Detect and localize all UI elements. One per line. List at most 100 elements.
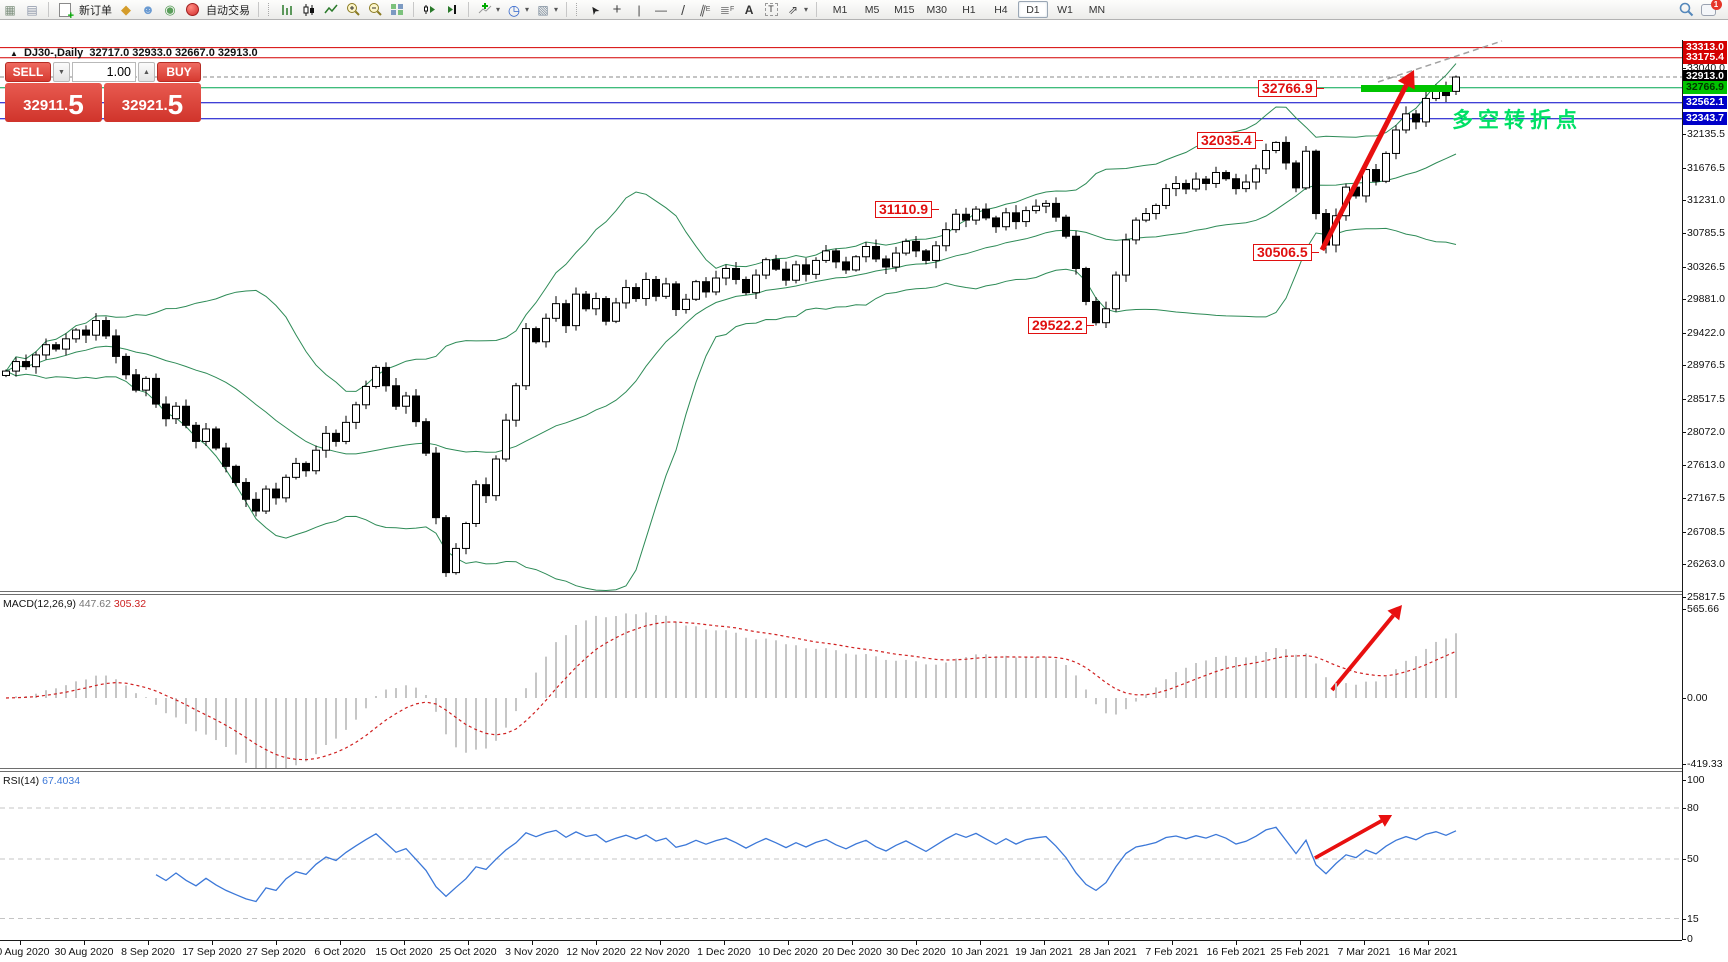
date-axis[interactable]: 20 Aug 2020 30 Aug 2020 8 Sep 2020 17 Sep 2… <box>0 940 1682 962</box>
date-tick <box>1044 941 1045 945</box>
channel-tool-icon[interactable]: ∥ E <box>697 1 711 18</box>
date-tick <box>1364 941 1365 945</box>
rsi-canvas[interactable] <box>0 772 1682 940</box>
timeframe-button-m15[interactable]: M15 <box>894 3 915 16</box>
axis-tick <box>1683 399 1686 400</box>
brush-icon[interactable]: ◆ <box>121 1 131 17</box>
search-icon[interactable] <box>1678 2 1694 18</box>
panel-separator[interactable] <box>0 771 1682 772</box>
sell-price[interactable]: 32911. 5 <box>5 83 102 122</box>
price-line-badge: 32766.9 <box>1683 81 1727 94</box>
bar-chart-icon[interactable] <box>279 2 295 18</box>
macd-axis-label: -419.33 <box>1687 758 1723 770</box>
zoom-in-icon[interactable] <box>345 2 361 18</box>
date-label: 12 Nov 2020 <box>566 946 626 958</box>
timeframe-button-mn[interactable]: MN <box>1088 3 1106 16</box>
date-tick <box>340 941 341 945</box>
buy-button[interactable]: BUY <box>157 62 201 82</box>
autotrade-icon[interactable] <box>184 2 200 18</box>
timeframe-button-m5[interactable]: M5 <box>864 3 880 16</box>
date-tick <box>404 941 405 945</box>
timeframe-clock-icon[interactable]: ◷ <box>507 1 521 18</box>
date-tick <box>852 941 853 945</box>
date-label: 25 Oct 2020 <box>439 946 497 958</box>
sell-button[interactable]: SELL <box>5 62 51 82</box>
crosshair-icon[interactable]: + <box>612 0 622 18</box>
volume-up-button[interactable]: ▲ <box>138 62 155 82</box>
date-tick <box>84 941 85 945</box>
volume-down-button[interactable]: ▼ <box>53 62 70 82</box>
panel-separator[interactable] <box>0 594 1682 595</box>
chart-shift-icon[interactable] <box>444 2 460 18</box>
shapes-tool-icon[interactable]: ⇗ <box>788 2 799 17</box>
date-label: 22 Nov 2020 <box>630 946 690 958</box>
zoom-out-icon[interactable] <box>367 2 383 18</box>
add-indicator-caret[interactable]: ▾ <box>496 5 501 14</box>
autoscroll-icon[interactable] <box>422 2 438 18</box>
date-tick <box>788 941 789 945</box>
vertical-line-tool-icon[interactable]: | <box>637 2 641 17</box>
trendline-tool-icon[interactable]: / <box>681 1 685 18</box>
panel-separator[interactable] <box>0 591 1682 592</box>
date-tick <box>596 941 597 945</box>
collapse-arrow-icon[interactable]: ▲ <box>10 49 18 58</box>
main-toolbar: ▦ ▤ + 新订单 ◆ ☻ ◉ 自动交易 ▾ ◷ ▾ <box>0 0 1728 21</box>
timeframe-button-h4[interactable]: H4 <box>994 3 1008 16</box>
add-indicator-icon[interactable] <box>477 2 493 18</box>
axis-tick-label: 31676.5 <box>1687 162 1725 174</box>
axis-tick <box>1683 267 1686 268</box>
charts-window-icon[interactable]: ▦ <box>4 2 16 17</box>
volume-input[interactable]: 1.00 <box>72 62 136 82</box>
buy-price[interactable]: 32921. 5 <box>104 83 201 122</box>
rsi-axis-label: 80 <box>1687 802 1699 814</box>
date-label: 1 Dec 2020 <box>697 946 751 958</box>
rsi-axis-label: 15 <box>1687 913 1699 925</box>
autotrade-label[interactable]: 自动交易 <box>206 4 250 17</box>
macd-main-value: 447.62 <box>78 598 111 610</box>
price-axis[interactable]: 33040.0 32135.5 31676.5 31231.0 30785.5 30326… <box>1682 40 1728 945</box>
timeframe-caret[interactable]: ▾ <box>525 5 530 14</box>
rsi-value: 67.4034 <box>42 775 81 787</box>
indicator-window-icon[interactable]: ▤ <box>26 2 38 17</box>
price-callout: 30506.5 <box>1253 244 1319 261</box>
price-line-badge: 33313.0 <box>1683 41 1727 54</box>
timeframe-button-m1[interactable]: M1 <box>832 3 848 16</box>
new-order-label[interactable]: 新订单 <box>79 4 112 17</box>
axis-tick <box>1683 532 1686 533</box>
rsi-axis-label: 100 <box>1687 774 1705 786</box>
axis-tick-label: 32135.5 <box>1687 128 1725 140</box>
axis-tick-label: 25817.5 <box>1687 591 1725 603</box>
tile-windows-icon[interactable] <box>389 2 405 18</box>
template-icon[interactable]: ▧ <box>537 2 549 17</box>
axis-tick-label: 28976.5 <box>1687 359 1725 371</box>
text-tool-icon[interactable]: A <box>744 2 754 17</box>
profile-icon[interactable]: ☻ <box>141 1 155 17</box>
notifications-icon[interactable]: 1 <box>1700 0 1722 18</box>
date-label: 20 Dec 2020 <box>822 946 882 958</box>
date-tick <box>980 941 981 945</box>
timeframe-button-h1[interactable]: H1 <box>962 3 976 16</box>
date-tick <box>20 941 21 945</box>
line-chart-icon[interactable] <box>323 2 339 18</box>
main-chart-canvas[interactable] <box>0 40 1682 597</box>
label-tool-icon[interactable]: T <box>763 2 779 18</box>
timeframe-button-m30[interactable]: M30 <box>926 3 947 16</box>
panel-separator[interactable] <box>0 768 1682 769</box>
macd-canvas[interactable] <box>0 596 1682 768</box>
axis-tick <box>1683 764 1686 765</box>
horizontal-line-tool-icon[interactable]: — <box>655 2 668 17</box>
date-tick <box>916 941 917 945</box>
signal-icon[interactable]: ◉ <box>164 1 176 17</box>
one-click-trade-panel: SELL ▼ 1.00 ▲ BUY 32911. 5 32921. 5 <box>5 62 201 122</box>
macd-axis-label: 0.00 <box>1687 692 1708 704</box>
cursor-icon[interactable]: ➤ <box>587 2 603 17</box>
date-tick <box>468 941 469 945</box>
candle-chart-icon[interactable] <box>301 2 317 18</box>
shapes-caret[interactable]: ▾ <box>804 5 809 14</box>
fibonacci-tool-icon[interactable]: ≣ F <box>719 2 735 17</box>
template-caret[interactable]: ▾ <box>554 5 559 14</box>
date-label: 19 Jan 2021 <box>1015 946 1073 958</box>
timeframe-button-d1[interactable]: D1 <box>1017 1 1048 18</box>
new-order-icon[interactable]: + <box>57 2 74 21</box>
timeframe-button-w1[interactable]: W1 <box>1057 3 1073 16</box>
